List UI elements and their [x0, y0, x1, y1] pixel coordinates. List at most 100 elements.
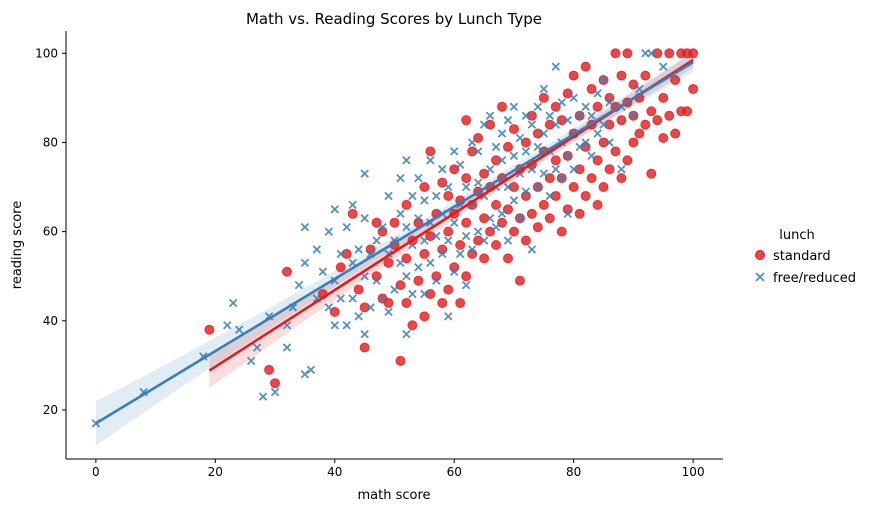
point-free-reduced — [521, 187, 531, 196]
point-standard — [449, 262, 460, 273]
point-free-reduced — [593, 89, 602, 98]
point-free-reduced — [294, 280, 304, 290]
point-free-reduced — [635, 84, 644, 94]
point-standard — [461, 271, 472, 282]
point-standard — [580, 190, 591, 201]
point-standard — [520, 235, 531, 246]
legend-item-free-reduced: free/reduced — [755, 271, 856, 286]
legend-label-standard: standard — [773, 249, 831, 264]
point-standard — [664, 110, 675, 121]
point-free-reduced — [521, 147, 531, 156]
point-free-reduced — [360, 169, 369, 178]
point-standard — [508, 226, 519, 237]
point-standard — [443, 190, 454, 201]
x-ticks: 0 20 40 60 80 100 — [92, 459, 705, 479]
point-standard — [640, 119, 651, 130]
x-tick-label: 20 — [208, 465, 223, 479]
point-free-reduced — [252, 343, 262, 352]
point-free-reduced — [491, 142, 501, 152]
point-standard — [502, 204, 513, 215]
legend: lunch standard free/reduced — [755, 228, 856, 286]
y-tick-label: 60 — [43, 225, 58, 239]
point-standard — [592, 155, 603, 166]
point-standard — [401, 199, 412, 210]
point-free-reduced — [420, 196, 429, 205]
point-standard — [604, 164, 615, 175]
point-free-reduced — [575, 142, 584, 152]
point-free-reduced — [563, 151, 572, 161]
point-free-reduced — [384, 191, 393, 201]
point-free-reduced — [527, 120, 537, 129]
point-free-reduced — [420, 289, 429, 299]
point-free-reduced — [270, 387, 280, 397]
point-standard — [532, 222, 543, 233]
regression-line-free-reduced — [95, 61, 694, 425]
point-standard — [467, 248, 478, 259]
point-standard — [574, 208, 585, 219]
point-free-reduced — [384, 307, 393, 317]
point-standard — [479, 168, 490, 179]
point-free-reduced — [551, 62, 561, 71]
point-standard — [461, 217, 472, 228]
point-standard — [413, 275, 424, 286]
point-free-reduced — [342, 222, 351, 232]
point-free-reduced — [551, 120, 561, 129]
point-free-reduced — [372, 276, 381, 285]
point-standard — [520, 137, 531, 148]
point-standard — [646, 106, 657, 117]
point-free-reduced — [563, 209, 572, 219]
point-standard — [443, 284, 454, 295]
point-standard — [491, 199, 502, 210]
point-free-reduced — [354, 245, 363, 254]
point-free-reduced — [485, 214, 495, 223]
point-standard — [383, 257, 394, 268]
point-free-reduced — [479, 120, 489, 129]
point-free-reduced — [348, 200, 357, 210]
point-standard — [682, 106, 693, 117]
point-standard — [479, 253, 490, 264]
point-free-reduced — [473, 147, 483, 156]
point-free-reduced — [587, 111, 596, 120]
point-free-reduced — [300, 370, 310, 379]
point-standard — [544, 173, 555, 184]
point-free-reduced — [282, 343, 292, 352]
y-ticks: 20 40 60 80 100 — [35, 46, 66, 417]
point-free-reduced — [449, 267, 459, 276]
point-standard — [479, 213, 490, 224]
point-standard — [461, 173, 472, 184]
point-standard — [347, 208, 358, 219]
point-standard — [491, 155, 502, 166]
point-free-reduced — [491, 222, 501, 232]
point-standard — [568, 70, 579, 81]
point-free-reduced — [354, 312, 363, 321]
point-standard — [491, 240, 502, 250]
point-standard — [419, 182, 430, 193]
x-tick-label: 40 — [327, 465, 342, 479]
point-free-reduced — [438, 249, 447, 259]
point-standard — [526, 208, 537, 219]
x-tick-label: 0 — [92, 465, 100, 479]
regression-lines — [95, 58, 694, 425]
point-free-reduced — [402, 271, 411, 281]
point-free-reduced — [509, 151, 519, 161]
point-free-reduced — [336, 294, 345, 303]
point-free-reduced — [545, 191, 555, 201]
point-free-reduced — [426, 258, 435, 268]
point-standard — [556, 226, 567, 237]
point-standard — [580, 61, 591, 72]
point-standard — [204, 324, 215, 335]
point-standard — [502, 253, 513, 264]
point-standard — [616, 70, 627, 81]
point-standard — [628, 79, 639, 90]
point-free-reduced — [444, 312, 453, 321]
point-free-reduced — [485, 164, 495, 174]
point-standard — [485, 119, 496, 130]
point-free-reduced — [497, 156, 507, 165]
point-free-reduced — [527, 245, 537, 254]
point-free-reduced — [647, 49, 656, 58]
point-free-reduced — [366, 303, 375, 312]
point-free-reduced — [455, 160, 465, 169]
point-free-reduced — [605, 138, 614, 147]
point-standard — [616, 173, 627, 184]
legend-marker-x-icon — [755, 272, 765, 282]
